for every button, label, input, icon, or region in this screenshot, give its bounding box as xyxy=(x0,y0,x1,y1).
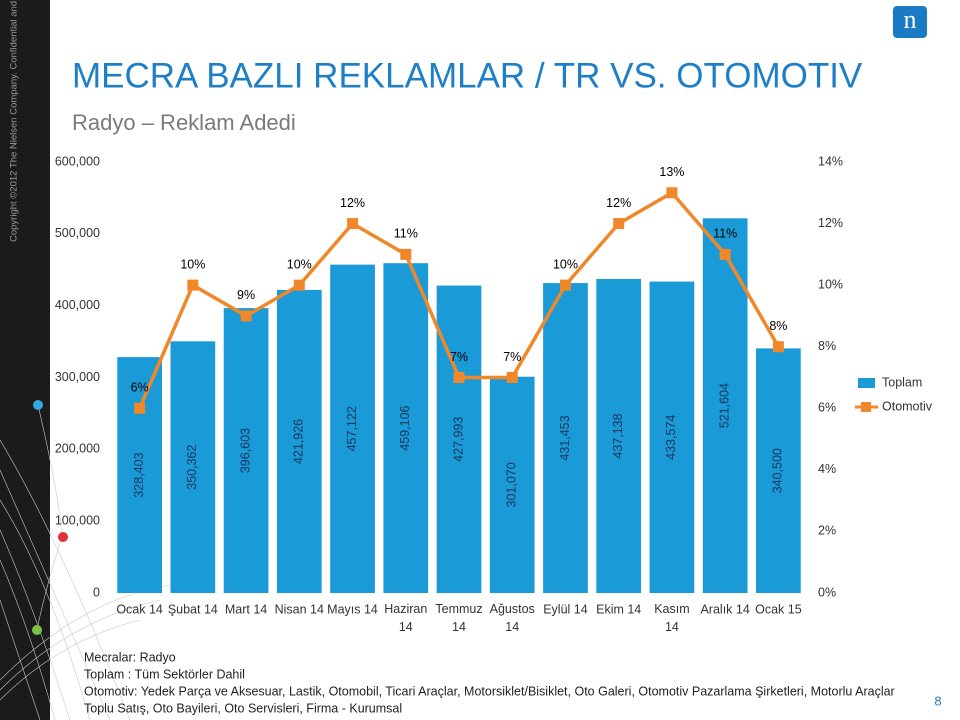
bar-value-label: 457,122 xyxy=(345,406,359,451)
line-marker xyxy=(400,248,412,260)
y2-tick-label: 10% xyxy=(818,277,843,291)
line-value-label: 12% xyxy=(340,196,365,210)
line-value-label: 9% xyxy=(237,288,255,302)
line-marker xyxy=(772,341,784,353)
x-tick-label: Ekim 14 xyxy=(596,602,641,616)
line-value-label: 11% xyxy=(394,227,418,241)
line-marker xyxy=(240,310,252,322)
bar xyxy=(117,357,162,593)
line-value-label: 12% xyxy=(606,196,631,210)
bar xyxy=(489,376,535,593)
line-value-label: 11% xyxy=(713,227,737,241)
bar-value-label: 421,926 xyxy=(292,419,306,464)
note: Mecralar: Radyo xyxy=(84,650,176,664)
page-number: 8 xyxy=(934,693,941,708)
x-tick-label: Nisan 14 xyxy=(275,602,324,616)
y2-tick-label: 12% xyxy=(818,216,843,230)
y-tick-label: 400,000 xyxy=(55,298,100,312)
legend-swatch xyxy=(858,378,875,388)
line-marker xyxy=(453,372,465,383)
line-value-label: 8% xyxy=(769,319,787,333)
decor-dot xyxy=(32,625,42,635)
logo-box xyxy=(893,6,927,38)
line-value-label: 13% xyxy=(659,165,684,179)
logo: n xyxy=(904,5,917,34)
bar-value-label: 340,500 xyxy=(771,448,785,493)
y2-tick-label: 14% xyxy=(818,154,843,168)
line-value-label: 10% xyxy=(287,257,312,271)
note: Otomotiv: Yedek Parça ve Aksesuar, Lasti… xyxy=(84,684,895,698)
bar-value-label: 350,362 xyxy=(185,445,199,490)
bar-value-label: 396,603 xyxy=(238,428,252,473)
line-marker xyxy=(134,402,146,414)
line-marker xyxy=(719,248,731,260)
bar-value-label: 459,106 xyxy=(398,405,412,450)
y2-tick-label: 0% xyxy=(818,585,836,599)
line-marker xyxy=(293,279,305,291)
legend-label: Toplam xyxy=(882,375,922,389)
y-tick-label: 100,000 xyxy=(55,513,100,527)
bar xyxy=(543,283,588,593)
line-value-label: 7% xyxy=(503,350,521,364)
x-tick-label: Ağustos 14 xyxy=(490,602,535,634)
bar xyxy=(276,289,322,593)
bar xyxy=(596,278,642,593)
line-value-label: 10% xyxy=(180,257,205,271)
line-marker xyxy=(666,187,678,199)
bar-value-label: 427,993 xyxy=(451,417,465,462)
y2-tick-label: 8% xyxy=(818,339,836,353)
note: Toplam : Tüm Sektörler Dahil xyxy=(84,667,245,681)
bar-value-label: 433,574 xyxy=(664,415,678,460)
bar-value-label: 437,138 xyxy=(611,413,625,458)
bar xyxy=(436,285,482,593)
note: Toplu Satış, Oto Bayileri, Oto Servisler… xyxy=(84,701,402,715)
x-tick-label: Kasım 14 xyxy=(654,602,689,634)
y2-tick-label: 2% xyxy=(818,524,836,538)
line-marker xyxy=(559,279,571,291)
chart-title: MECRA BAZLI REKLAMLAR / TR VS. OTOMOTIV xyxy=(72,56,863,95)
line-marker xyxy=(187,279,199,291)
bar-value-label: 301,070 xyxy=(505,462,519,507)
y-tick-label: 0 xyxy=(93,585,100,599)
y-tick-label: 600,000 xyxy=(55,154,100,168)
x-tick-label: Temmuz 14 xyxy=(435,602,482,634)
line-marker xyxy=(506,372,518,383)
y2-tick-label: 6% xyxy=(818,401,836,415)
chart-subtitle: Radyo – Reklam Adedi xyxy=(72,110,296,135)
line-value-label: 10% xyxy=(553,257,578,271)
x-tick-label: Mayıs 14 xyxy=(327,602,378,616)
legend-label: Otomotiv xyxy=(882,399,933,413)
copyright: Copyright ©2012 The Nielsen Company. Con… xyxy=(9,0,20,242)
bar xyxy=(330,264,375,593)
y-tick-label: 500,000 xyxy=(55,226,100,240)
bar-value-label: 328,403 xyxy=(132,452,146,497)
x-tick-label: Şubat 14 xyxy=(168,602,218,616)
decor-dot xyxy=(58,532,68,542)
decor-dot xyxy=(33,400,43,410)
bar-value-label: 431,453 xyxy=(558,415,572,460)
bar xyxy=(756,348,801,593)
line-marker xyxy=(613,218,625,230)
x-tick-label: Ocak 14 xyxy=(116,602,163,616)
y-tick-label: 300,000 xyxy=(55,370,100,384)
x-tick-label: Aralık 14 xyxy=(700,602,749,616)
x-tick-label: Ocak 15 xyxy=(755,602,802,616)
y-tick-label: 200,000 xyxy=(55,442,100,456)
bar xyxy=(649,281,695,593)
x-tick-label: Eylül 14 xyxy=(543,602,588,616)
legend-swatch xyxy=(861,402,871,412)
sidebar xyxy=(0,0,50,720)
bar xyxy=(223,308,269,593)
line-value-label: 6% xyxy=(131,381,149,395)
bar-value-label: 521,604 xyxy=(717,383,731,428)
line-value-label: 7% xyxy=(450,350,468,364)
x-tick-label: Haziran 14 xyxy=(384,602,427,634)
x-tick-label: Mart 14 xyxy=(225,602,267,616)
y2-tick-label: 4% xyxy=(818,462,836,476)
bar xyxy=(170,341,216,593)
bar xyxy=(383,263,429,593)
line-marker xyxy=(347,218,359,230)
